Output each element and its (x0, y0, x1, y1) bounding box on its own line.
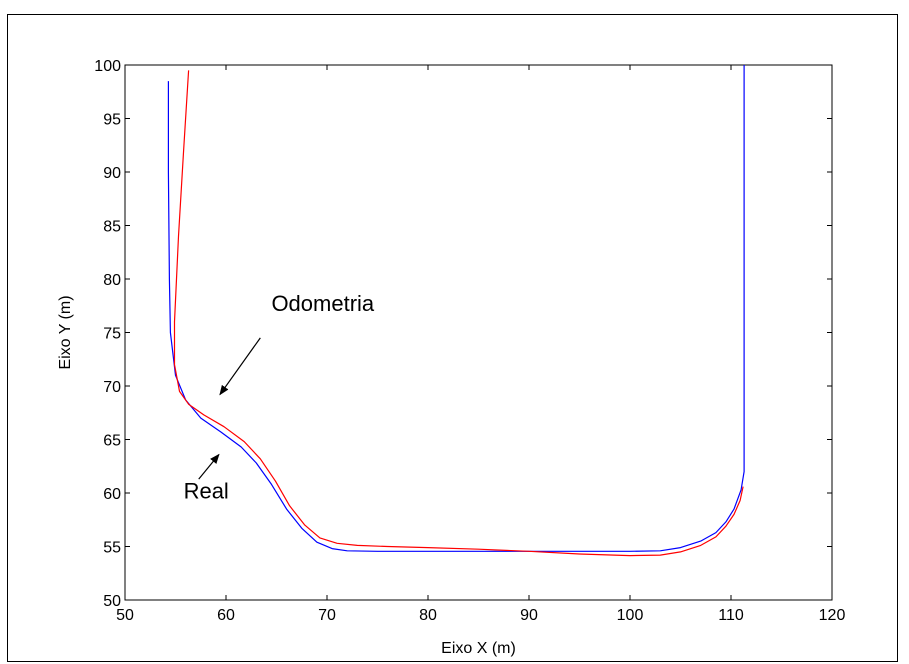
series-line-odometria (173, 70, 744, 557)
y-tick-label: 55 (103, 540, 121, 557)
x-tick-label: 120 (819, 607, 846, 624)
x-axis-title: Eixo X (m) (441, 640, 516, 657)
y-tick-label: 100 (94, 58, 121, 75)
y-tick-label: 65 (103, 433, 121, 450)
x-tick-label: 50 (116, 607, 134, 624)
y-tick-label: 85 (103, 219, 121, 236)
annotation-label-real: Real (184, 478, 229, 503)
annotation-arrow-odometria (219, 337, 261, 396)
annotation-label-odometria: Odometria (271, 291, 374, 316)
y-tick-label: 70 (103, 379, 121, 396)
y-tick-label: 80 (103, 272, 121, 289)
y-axis-title: Eixo Y (m) (57, 295, 74, 369)
x-tick-label: 110 (718, 607, 744, 624)
annotation-arrow-real (198, 453, 220, 480)
x-tick-label: 90 (520, 607, 538, 624)
x-tick-label: 70 (318, 607, 336, 624)
x-tick-label: 60 (217, 607, 235, 624)
x-tick-label: 80 (419, 607, 437, 624)
series-line-real (167, 65, 745, 552)
y-tick-label: 90 (103, 165, 121, 182)
y-tick-label: 60 (103, 486, 121, 503)
y-tick-label: 95 (103, 112, 121, 129)
plot-area-box (124, 64, 833, 601)
y-tick-label: 50 (103, 593, 121, 610)
figure-frame (7, 14, 898, 662)
x-tick-label: 100 (617, 607, 644, 624)
y-tick-label: 75 (103, 326, 121, 343)
